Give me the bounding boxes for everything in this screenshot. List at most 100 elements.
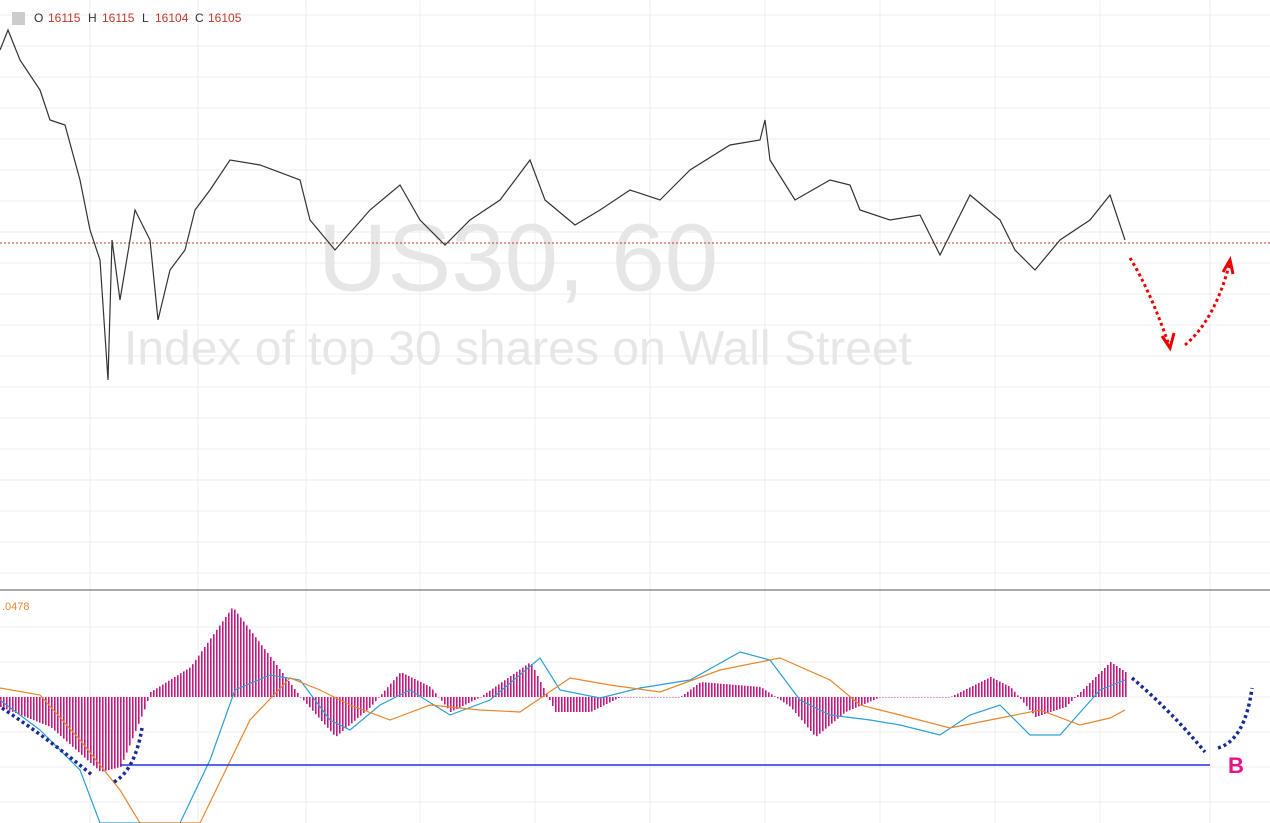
- close-label: C: [195, 11, 204, 25]
- histogram-bar: [441, 697, 443, 701]
- histogram-bar: [204, 647, 206, 697]
- histogram-bar: [633, 697, 635, 698]
- histogram-bar: [432, 689, 434, 697]
- histogram-bar: [546, 694, 548, 697]
- open-label: O: [34, 11, 43, 25]
- histogram-bar: [402, 673, 404, 697]
- arrow-head: [1221, 255, 1235, 275]
- histogram-bar: [66, 697, 68, 742]
- histogram-bar: [555, 697, 557, 712]
- histogram-bar: [606, 697, 608, 704]
- camera-icon[interactable]: [12, 12, 25, 25]
- histogram-bar: [513, 673, 515, 697]
- histogram-bar: [396, 676, 398, 697]
- histogram-bar: [78, 697, 80, 753]
- histogram-bar: [483, 694, 485, 697]
- histogram-bar: [168, 680, 170, 697]
- histogram-bar: [651, 697, 653, 698]
- histogram-bar: [30, 697, 32, 719]
- signal-line: [0, 657, 1126, 823]
- histogram-bar: [573, 697, 575, 712]
- histogram-bar: [741, 685, 743, 697]
- histogram-bar: [567, 697, 569, 712]
- histogram-bar: [957, 693, 959, 697]
- histogram-bar: [675, 697, 677, 698]
- high-label: H: [88, 11, 97, 25]
- histogram-bar: [366, 697, 368, 711]
- histogram-bar: [456, 697, 458, 709]
- histogram-bar: [45, 697, 47, 725]
- histogram-bar: [294, 689, 296, 697]
- histogram-bar: [468, 697, 470, 703]
- histogram-bar: [1044, 697, 1046, 714]
- histogram-bar: [780, 697, 782, 701]
- histogram-bar: [864, 697, 866, 704]
- histogram-bar: [708, 682, 710, 697]
- histogram-bar: [1041, 697, 1043, 715]
- histogram-bar: [990, 677, 992, 697]
- histogram-bar: [663, 697, 665, 698]
- histogram-bar: [453, 697, 455, 711]
- histogram-bar: [882, 697, 884, 698]
- histogram-bar: [924, 697, 926, 698]
- histogram-bar: [993, 678, 995, 697]
- histogram-bar: [438, 697, 440, 698]
- histogram-bar: [243, 621, 245, 697]
- histogram-bar: [540, 682, 542, 697]
- watermark-description: Index of top 30 shares on Wall Street: [124, 323, 912, 376]
- histogram-bar: [738, 685, 740, 697]
- histogram-bar: [405, 674, 407, 697]
- histogram-bar: [939, 697, 941, 698]
- histogram-bar: [975, 684, 977, 697]
- histogram-bar: [300, 697, 302, 698]
- histogram-bar: [60, 697, 62, 736]
- histogram-bar: [855, 697, 857, 708]
- histogram-bar: [354, 697, 356, 721]
- histogram-bar: [393, 680, 395, 697]
- histogram-bar: [342, 697, 344, 731]
- histogram-bar: [303, 697, 305, 701]
- histogram-bar: [954, 695, 956, 697]
- histogram-bar: [486, 692, 488, 697]
- annotation-arrow: [113, 727, 144, 784]
- histogram-bar: [291, 685, 293, 697]
- histogram-bar: [420, 682, 422, 697]
- histogram-bar: [843, 697, 845, 714]
- histogram-bar: [948, 697, 950, 698]
- histogram-bar: [522, 667, 524, 697]
- histogram-bar: [945, 697, 947, 698]
- histogram-bar: [765, 690, 767, 697]
- histogram-bar: [786, 697, 788, 705]
- histogram-bar: [135, 697, 137, 731]
- histogram-bar: [387, 687, 389, 697]
- histogram-bar: [105, 697, 107, 771]
- histogram-bar: [987, 678, 989, 697]
- histogram-bar: [1080, 692, 1082, 697]
- histogram-bar: [1047, 697, 1049, 713]
- histogram-bar: [249, 629, 251, 697]
- histogram-bar: [81, 697, 83, 755]
- ohlc-header: O 16115 H 16115 L 16104 C 16105: [34, 11, 242, 25]
- histogram-bar: [645, 697, 647, 698]
- histogram-bar: [348, 697, 350, 726]
- histogram-bar: [450, 697, 452, 712]
- histogram-bar: [831, 697, 833, 724]
- histogram-bar: [219, 625, 221, 697]
- histogram-bar: [180, 673, 182, 697]
- histogram-bar: [801, 697, 803, 721]
- histogram-bar: [102, 697, 104, 772]
- histogram-bar: [999, 681, 1001, 697]
- histogram-bar: [582, 697, 584, 712]
- histogram-bar: [564, 697, 566, 712]
- histogram-bar: [897, 697, 899, 698]
- histogram-bar: [156, 688, 158, 697]
- histogram-bar: [543, 688, 545, 697]
- annotation-arrow: [1130, 676, 1207, 754]
- histogram-bar: [768, 692, 770, 697]
- histogram-bar: [87, 697, 89, 761]
- histogram-bar: [531, 664, 533, 697]
- histogram-bar: [597, 697, 599, 709]
- annotation-arrow: [1, 706, 94, 777]
- histogram-bar: [99, 697, 101, 772]
- histogram-bar: [426, 685, 428, 697]
